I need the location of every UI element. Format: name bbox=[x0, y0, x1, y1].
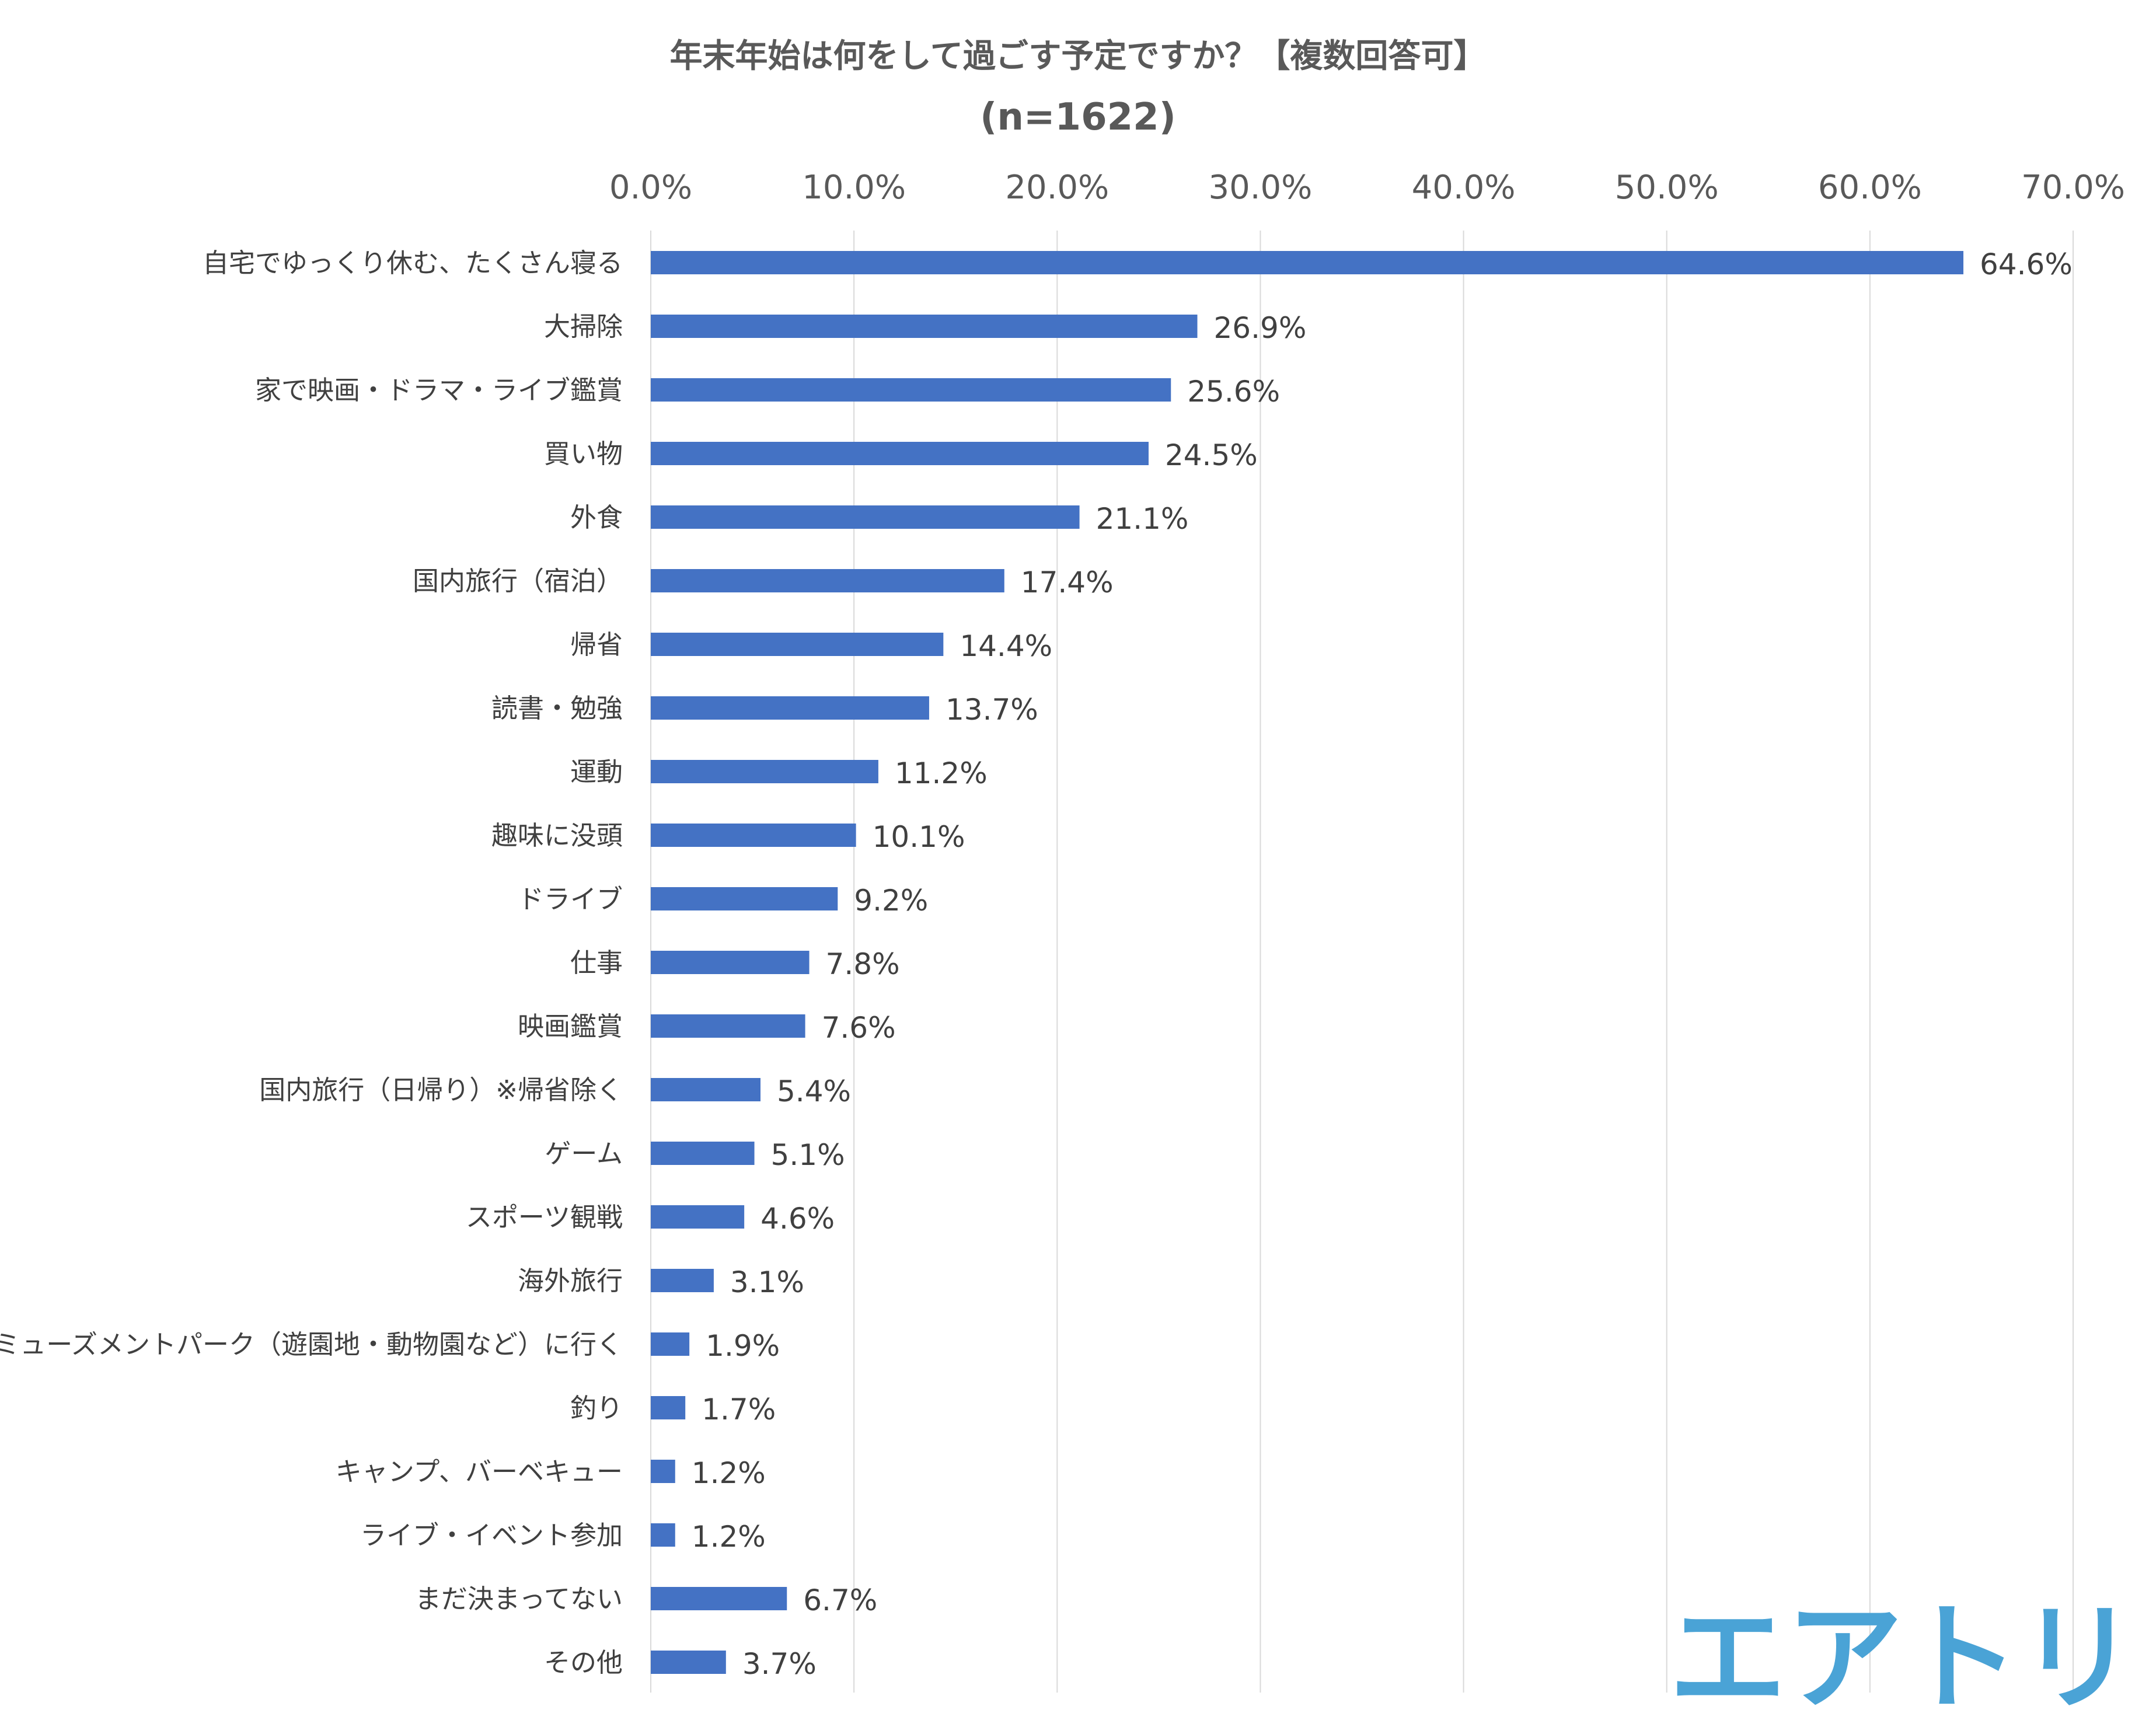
x-tick-label: 20.0% bbox=[1005, 169, 1109, 207]
category-label: 運動 bbox=[570, 756, 623, 787]
category-label: その他 bbox=[544, 1647, 623, 1678]
bar bbox=[651, 1078, 760, 1101]
bar bbox=[651, 1142, 755, 1165]
category-label: 海外旅行 bbox=[518, 1265, 623, 1296]
category-label: ゲーム bbox=[545, 1138, 623, 1169]
value-label: 1.2% bbox=[692, 1520, 766, 1554]
value-label: 10.1% bbox=[873, 820, 965, 854]
category-label: キャンプ、バーベキュー bbox=[336, 1456, 623, 1487]
value-label: 3.7% bbox=[742, 1647, 817, 1681]
bar bbox=[651, 696, 929, 720]
category-label: 大掃除 bbox=[544, 311, 623, 342]
bar bbox=[651, 315, 1198, 338]
value-label: 7.8% bbox=[826, 947, 900, 981]
category-labels: 自宅でゆっくり休む、たくさん寝る大掃除家で映画・ドラマ・ライブ鑑賞買い物外食国内… bbox=[0, 247, 623, 1678]
bar bbox=[651, 760, 878, 783]
category-label: 国内旅行（宿泊） bbox=[413, 566, 623, 596]
brand-logo: エアトリ bbox=[1669, 1590, 2136, 1720]
bar bbox=[651, 887, 838, 910]
value-label: 6.7% bbox=[803, 1583, 877, 1617]
x-tick-label: 0.0% bbox=[609, 169, 692, 207]
bar bbox=[651, 633, 944, 656]
category-label: 釣り bbox=[570, 1393, 623, 1424]
x-tick-label: 70.0% bbox=[2021, 169, 2125, 207]
category-label: 国内旅行（日帰り）※帰省除く bbox=[259, 1074, 623, 1105]
value-label: 1.7% bbox=[702, 1393, 776, 1426]
value-label: 11.2% bbox=[895, 756, 988, 790]
value-label: 5.1% bbox=[771, 1138, 845, 1172]
category-label: アミューズメントパーク（遊園地・動物園など）に行く bbox=[0, 1329, 623, 1360]
category-label: 買い物 bbox=[544, 438, 623, 469]
bar bbox=[651, 505, 1080, 529]
category-label: 読書・勉強 bbox=[491, 693, 623, 724]
gridlines bbox=[650, 231, 2074, 1693]
value-label: 3.1% bbox=[730, 1265, 804, 1299]
bar bbox=[651, 442, 1149, 465]
value-label: 17.4% bbox=[1021, 566, 1114, 599]
value-label: 26.9% bbox=[1214, 311, 1307, 345]
x-tick-label: 40.0% bbox=[1412, 169, 1516, 207]
bar bbox=[651, 1460, 675, 1483]
bar bbox=[651, 251, 1964, 274]
category-label: 帰省 bbox=[570, 629, 623, 660]
bar bbox=[651, 1523, 675, 1547]
category-label: スポーツ観戦 bbox=[466, 1202, 623, 1233]
category-label: 映画鑑賞 bbox=[518, 1011, 623, 1042]
category-label: 外食 bbox=[570, 502, 623, 533]
bar bbox=[651, 1332, 690, 1356]
value-label: 24.5% bbox=[1165, 438, 1258, 472]
bar bbox=[651, 1269, 714, 1292]
bar bbox=[651, 569, 1004, 592]
bar bbox=[651, 1205, 745, 1229]
value-label: 21.1% bbox=[1096, 502, 1189, 536]
category-label: ドライブ bbox=[518, 884, 623, 915]
value-label: 1.9% bbox=[706, 1329, 780, 1363]
x-axis-ticks: 0.0% 10.0% 20.0% 30.0% 40.0% 50.0% 60.0% 70.0% bbox=[609, 169, 2125, 207]
value-label: 4.6% bbox=[760, 1202, 835, 1236]
bar bbox=[651, 1587, 787, 1610]
category-label: ライブ・イベント参加 bbox=[360, 1520, 623, 1551]
value-label: 5.4% bbox=[777, 1074, 851, 1108]
bars bbox=[651, 251, 1964, 1674]
category-label: まだ決まってない bbox=[415, 1583, 623, 1614]
value-label: 9.2% bbox=[854, 884, 928, 917]
x-tick-label: 10.0% bbox=[802, 169, 906, 207]
value-labels: 64.6% 26.9% 25.6% 24.5% 21.1% 17.4% 14.4% 13.7%… bbox=[692, 247, 2073, 1681]
value-label: 7.6% bbox=[822, 1011, 896, 1045]
value-label: 14.4% bbox=[960, 629, 1052, 663]
bar bbox=[651, 1014, 805, 1038]
chart-subtitle: (n=1622) bbox=[980, 96, 1176, 139]
bar bbox=[651, 824, 856, 847]
category-label: 家で映画・ドラマ・ライブ鑑賞 bbox=[255, 375, 623, 406]
value-label: 64.6% bbox=[1980, 247, 2073, 281]
bar bbox=[651, 1396, 686, 1419]
bar bbox=[651, 951, 810, 974]
bar bbox=[651, 378, 1171, 402]
category-label: 自宅でゆっくり休む、たくさん寝る bbox=[203, 247, 623, 278]
chart-title: 年末年始は何をして過ごす予定ですか？【複数回答可】 bbox=[670, 37, 1487, 75]
category-label: 仕事 bbox=[570, 947, 623, 978]
x-tick-label: 30.0% bbox=[1208, 169, 1312, 207]
bar bbox=[651, 1651, 726, 1674]
x-tick-label: 60.0% bbox=[1818, 169, 1922, 207]
x-tick-label: 50.0% bbox=[1615, 169, 1719, 207]
value-label: 13.7% bbox=[946, 693, 1038, 727]
category-label: 趣味に没頭 bbox=[491, 820, 623, 851]
value-label: 25.6% bbox=[1187, 375, 1280, 409]
value-label: 1.2% bbox=[692, 1456, 766, 1490]
